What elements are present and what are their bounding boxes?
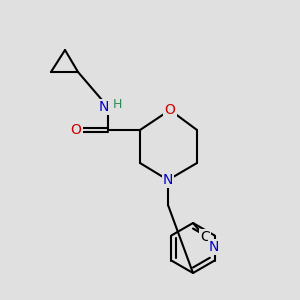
Text: C: C: [200, 230, 210, 244]
Text: H: H: [112, 98, 122, 112]
Text: N: N: [163, 173, 173, 187]
Text: N: N: [99, 100, 109, 114]
Text: O: O: [165, 103, 176, 117]
Text: N: N: [209, 240, 219, 254]
Text: O: O: [70, 123, 81, 137]
